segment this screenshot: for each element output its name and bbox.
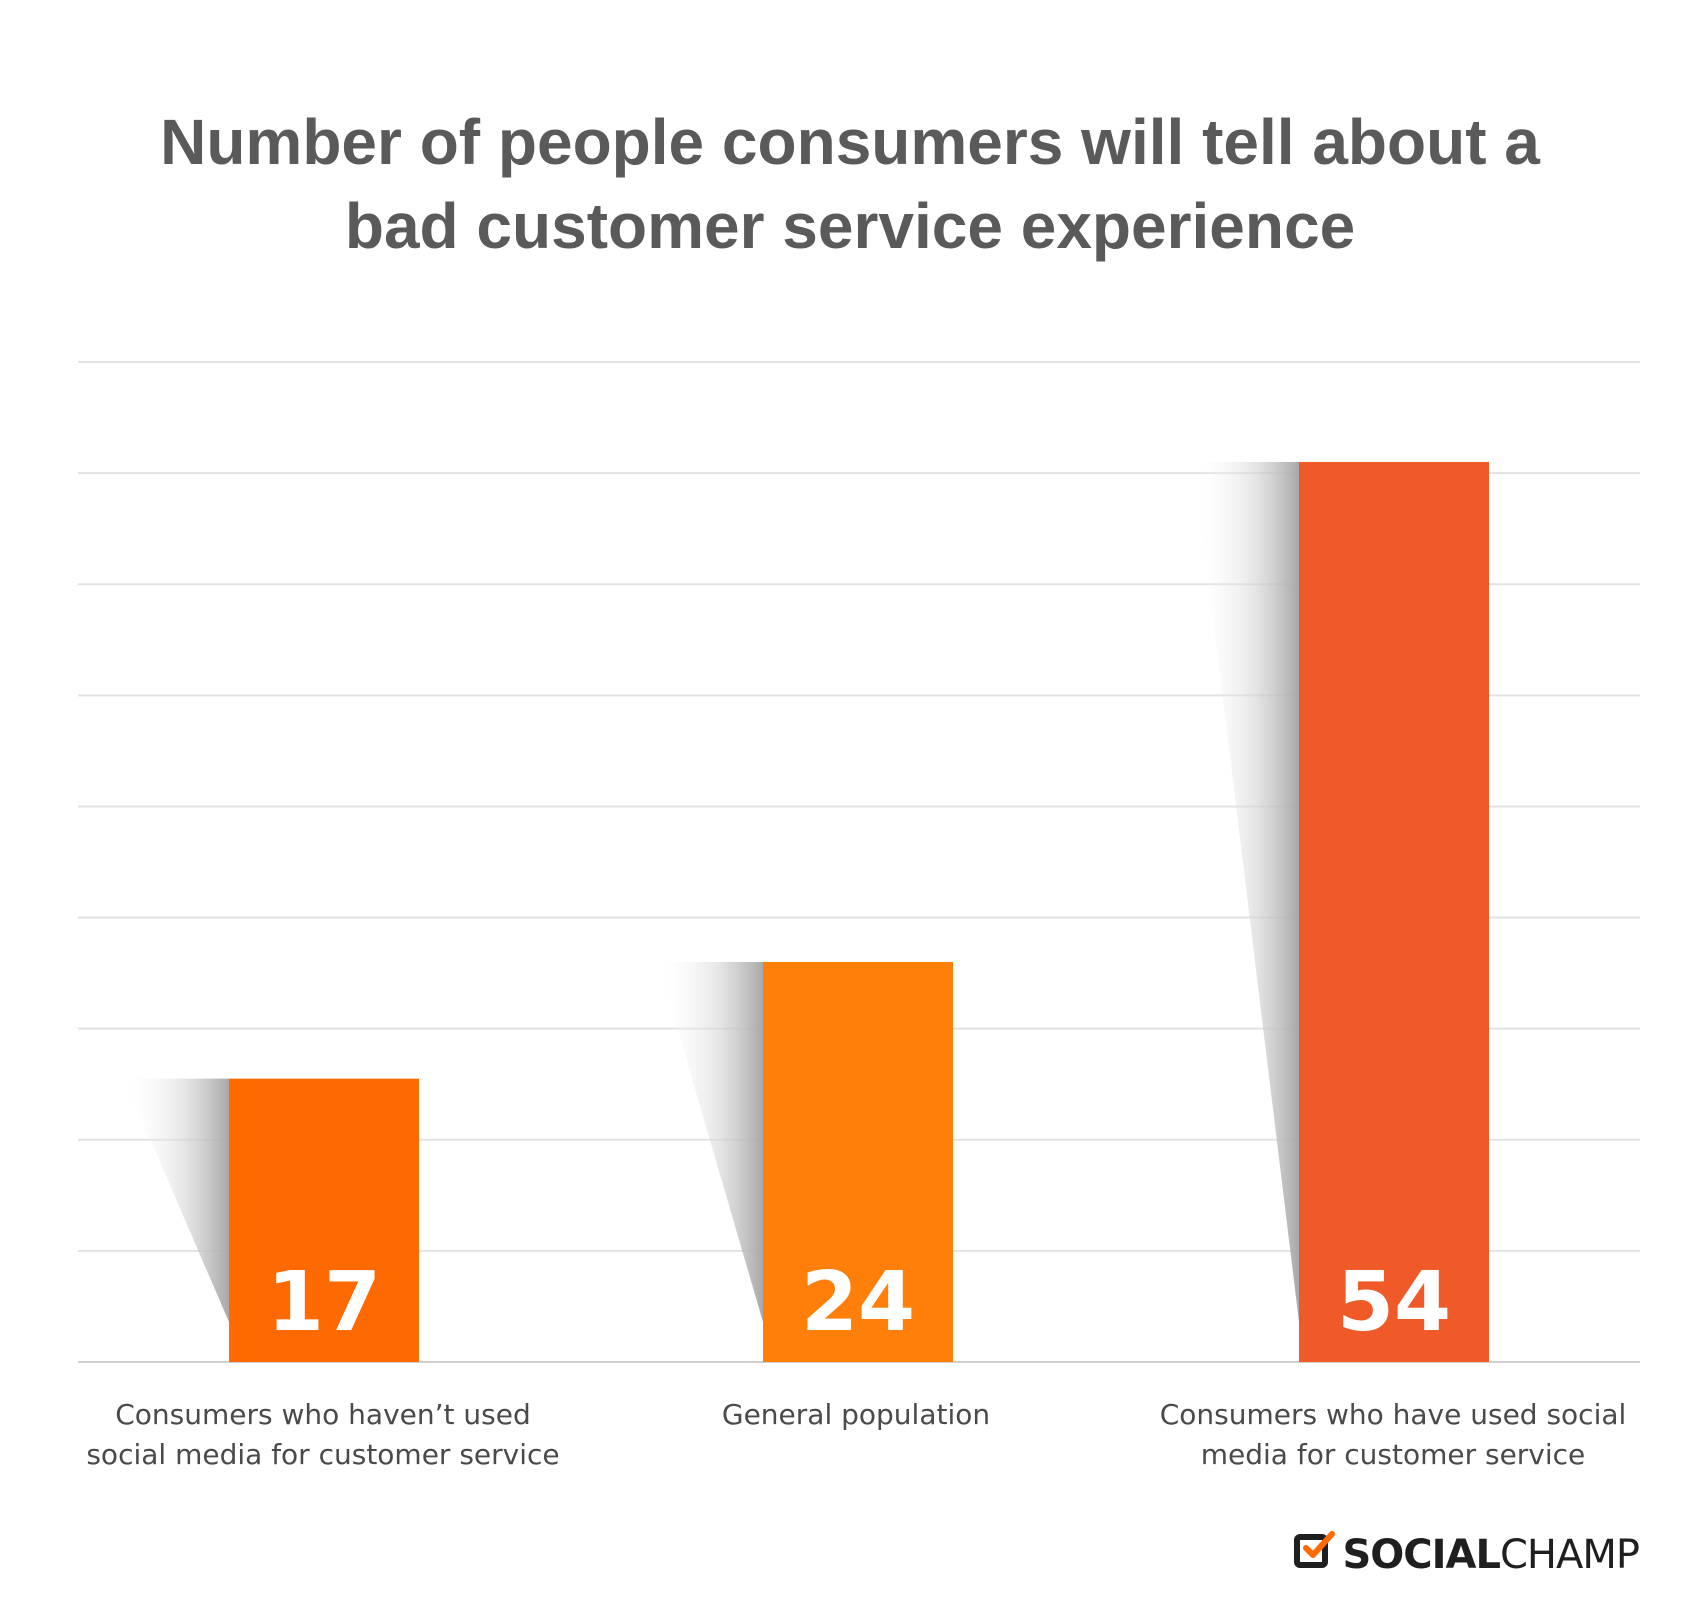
category-label-0-line1: Consumers who haven’t used — [115, 1398, 531, 1431]
data-label-2: 54 — [1337, 1255, 1451, 1350]
bars — [229, 462, 1489, 1362]
data-labels: 17 24 54 — [267, 1255, 1451, 1350]
data-label-0: 17 — [267, 1255, 381, 1350]
checkbox-check-icon — [1294, 1530, 1336, 1580]
bar-0 — [229, 1078, 419, 1362]
bar-shadows — [124, 462, 1299, 1322]
bar-shadow-2 — [1194, 462, 1299, 1322]
brand-text-champ: CHAMP — [1499, 1532, 1640, 1578]
category-label-0-line2: social media for customer service — [86, 1438, 560, 1471]
category-label-1-line1: General population — [721, 1398, 991, 1431]
bar-2 — [1299, 462, 1489, 1362]
category-label-1: General population — [596, 1395, 1116, 1435]
chart-title: Number of people consumers will tell abo… — [160, 106, 1540, 262]
category-label-2-line2: media for customer service — [1200, 1438, 1586, 1471]
category-label-2-line1: Consumers who have used social — [1159, 1398, 1627, 1431]
category-label-2: Consumers who have used social media for… — [1133, 1395, 1653, 1475]
social-champ-logo: SOCIAL CHAMP — [1294, 1530, 1640, 1580]
bar-shadow-1 — [658, 962, 763, 1322]
data-label-1: 24 — [801, 1255, 915, 1350]
bar-1 — [763, 962, 953, 1362]
category-label-0: Consumers who haven’t used social media … — [63, 1395, 583, 1475]
bar-shadow-0 — [124, 1078, 229, 1322]
brand-text-social: SOCIAL — [1342, 1532, 1500, 1578]
